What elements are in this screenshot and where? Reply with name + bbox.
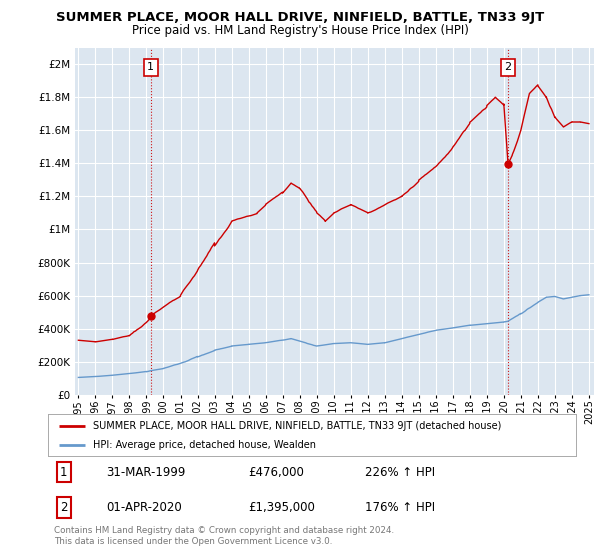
Text: 2: 2 bbox=[60, 501, 68, 514]
Text: SUMMER PLACE, MOOR HALL DRIVE, NINFIELD, BATTLE, TN33 9JT (detached house): SUMMER PLACE, MOOR HALL DRIVE, NINFIELD,… bbox=[93, 421, 501, 431]
Text: 1: 1 bbox=[147, 63, 154, 72]
Text: 226% ↑ HPI: 226% ↑ HPI bbox=[365, 465, 435, 479]
Text: 2: 2 bbox=[505, 63, 512, 72]
Text: £1,395,000: £1,395,000 bbox=[248, 501, 316, 514]
Text: 31-MAR-1999: 31-MAR-1999 bbox=[106, 465, 185, 479]
Text: Price paid vs. HM Land Registry's House Price Index (HPI): Price paid vs. HM Land Registry's House … bbox=[131, 24, 469, 36]
Text: 176% ↑ HPI: 176% ↑ HPI bbox=[365, 501, 435, 514]
Text: 1: 1 bbox=[60, 465, 68, 479]
Text: £476,000: £476,000 bbox=[248, 465, 305, 479]
Text: Contains HM Land Registry data © Crown copyright and database right 2024.
This d: Contains HM Land Registry data © Crown c… bbox=[54, 526, 394, 546]
Text: 01-APR-2020: 01-APR-2020 bbox=[106, 501, 182, 514]
Text: SUMMER PLACE, MOOR HALL DRIVE, NINFIELD, BATTLE, TN33 9JT: SUMMER PLACE, MOOR HALL DRIVE, NINFIELD,… bbox=[56, 11, 544, 24]
Text: HPI: Average price, detached house, Wealden: HPI: Average price, detached house, Weal… bbox=[93, 440, 316, 450]
